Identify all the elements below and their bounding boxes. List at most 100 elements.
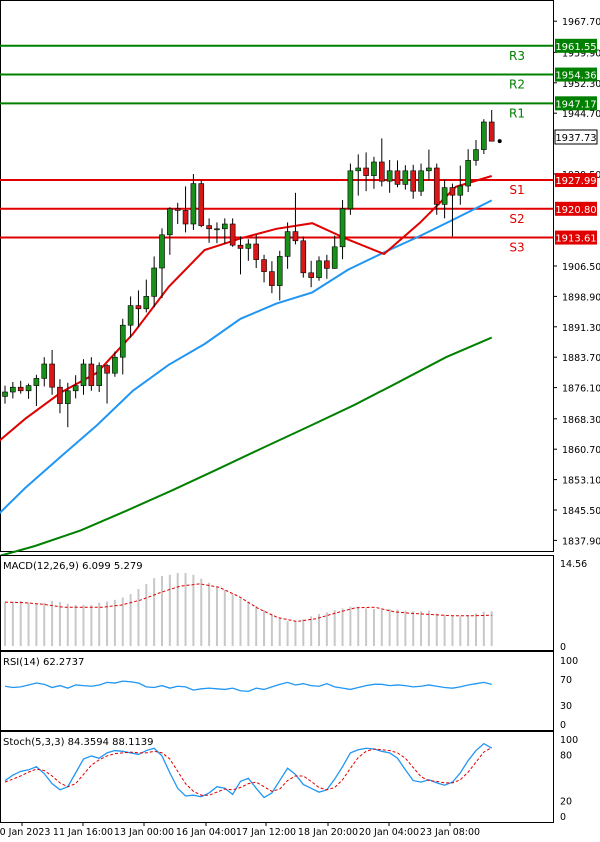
x-tick-label: 16 Jan 04:00: [176, 827, 236, 838]
macd-tick-label: 0: [560, 642, 566, 653]
candle-body: [229, 223, 236, 246]
candle-body: [339, 208, 346, 248]
candle-body: [331, 246, 338, 269]
candle-body: [308, 272, 314, 278]
price-tick-label: 1845.50: [562, 506, 600, 517]
level-label-r3: 1961.55: [555, 42, 596, 53]
candle-body: [473, 149, 479, 161]
macd-label: MACD(12,26,9) 6.099 5.279: [3, 561, 143, 572]
stoch-tick-label: 0: [560, 812, 566, 823]
x-tick-label: 13 Jan 00:00: [114, 827, 174, 838]
candle-body: [386, 170, 393, 182]
level-box-s1: [555, 173, 597, 188]
rsi-path: [4, 680, 492, 693]
candle-body: [488, 121, 495, 142]
macd-histogram: [4, 573, 493, 646]
price-tick-label: 1860.70: [562, 445, 600, 456]
candle-body: [245, 243, 252, 249]
candle-body: [88, 363, 95, 386]
level-name-s2: S2: [509, 212, 524, 226]
stoch-d-path: [4, 747, 492, 796]
candle-body: [269, 271, 275, 286]
last-price-label: 1937.73: [555, 133, 596, 144]
ma-slow-line: [0, 336, 493, 557]
price-tick-label: 1967.70: [562, 17, 600, 28]
candle-body: [355, 167, 362, 172]
macd-tick-label: 14.56: [560, 559, 587, 570]
candle-body: [96, 365, 102, 386]
candle-body: [253, 243, 259, 260]
price-panel: 1967.701959.901952.301944.701929.501906.…: [0, 0, 600, 557]
x-tick-label: 20 Jan 04:00: [359, 827, 419, 838]
candle-body: [33, 378, 40, 386]
candle-body: [198, 183, 205, 226]
candle-body: [481, 121, 487, 150]
x-tick-label: 17 Jan 12:00: [236, 827, 296, 838]
price-tick-label: 1837.90: [562, 536, 600, 547]
candle-body: [410, 170, 417, 192]
candle-body: [347, 170, 354, 210]
stoch-panel-frame: [0, 731, 554, 823]
candle-body: [292, 231, 299, 242]
candle-body: [65, 390, 71, 404]
stoch-tick-label: 80: [560, 750, 572, 761]
price-tick-label: 1898.90: [562, 292, 600, 303]
candle-body: [17, 386, 24, 392]
candle-body: [426, 167, 432, 172]
level-name-s1: S1: [509, 183, 524, 197]
level-box-r2: [555, 67, 597, 82]
candle-body: [151, 267, 157, 297]
candle-body: [167, 208, 173, 236]
level-box-r3: [555, 38, 597, 53]
rsi-label: RSI(14) 62.2737: [3, 657, 84, 668]
candle-body: [127, 305, 134, 326]
level-box-r1: [555, 96, 597, 111]
candle-body: [394, 170, 401, 185]
candle-body: [159, 234, 165, 269]
price-tick-label: 1891.30: [562, 323, 600, 334]
level-box-s2: [555, 201, 597, 216]
candle-body: [457, 185, 464, 196]
candle-body: [300, 240, 307, 274]
last-price-box: [554, 129, 598, 145]
candle-body: [10, 386, 16, 393]
candle-body: [174, 208, 181, 211]
level-name-r3: R3: [509, 49, 525, 63]
candle-body: [214, 228, 220, 231]
candle-body: [378, 161, 385, 182]
level-label-r1: 1947.17: [555, 99, 596, 110]
candle-body: [25, 385, 32, 392]
macd-panel-frame: [0, 555, 554, 651]
price-tick-label: 1883.70: [562, 353, 600, 364]
x-tick-label: 23 Jan 08:00: [420, 827, 480, 838]
candle-body: [182, 210, 189, 225]
x-tick-label: 18 Jan 20:00: [298, 827, 358, 838]
candle-body: [49, 363, 55, 388]
price-y-axis: 1967.701959.901952.301944.701929.501906.…: [553, 17, 600, 547]
candle-body: [316, 260, 322, 278]
level-name-r2: R2: [509, 78, 525, 92]
candle-body: [2, 391, 8, 397]
candle-body: [465, 160, 471, 187]
ma-mid-line: [0, 199, 493, 515]
level-label-s3: 1913.61: [555, 234, 596, 245]
stoch-tick-label: 20: [560, 797, 572, 808]
candle-body: [284, 231, 291, 257]
candle-body: [433, 167, 440, 205]
candle-body: [363, 167, 369, 176]
candle-body: [449, 187, 456, 196]
candle-body: [112, 356, 118, 374]
stoch-lines: [4, 742, 493, 799]
candle-body: [72, 385, 79, 392]
level-label-s2: 1920.80: [555, 205, 596, 216]
price-tick-label: 1853.10: [562, 476, 600, 487]
candle-body: [441, 187, 448, 205]
rsi-panel-frame: [0, 651, 554, 731]
stoch-panel: Stoch(5,3,3) 84.3594 88.1139 100 80 20 0: [0, 731, 578, 823]
candle-body: [237, 244, 244, 249]
level-name-r1: R1: [509, 106, 525, 120]
macd-y-axis: 14.56 0: [560, 559, 587, 653]
candle-body: [80, 363, 87, 386]
